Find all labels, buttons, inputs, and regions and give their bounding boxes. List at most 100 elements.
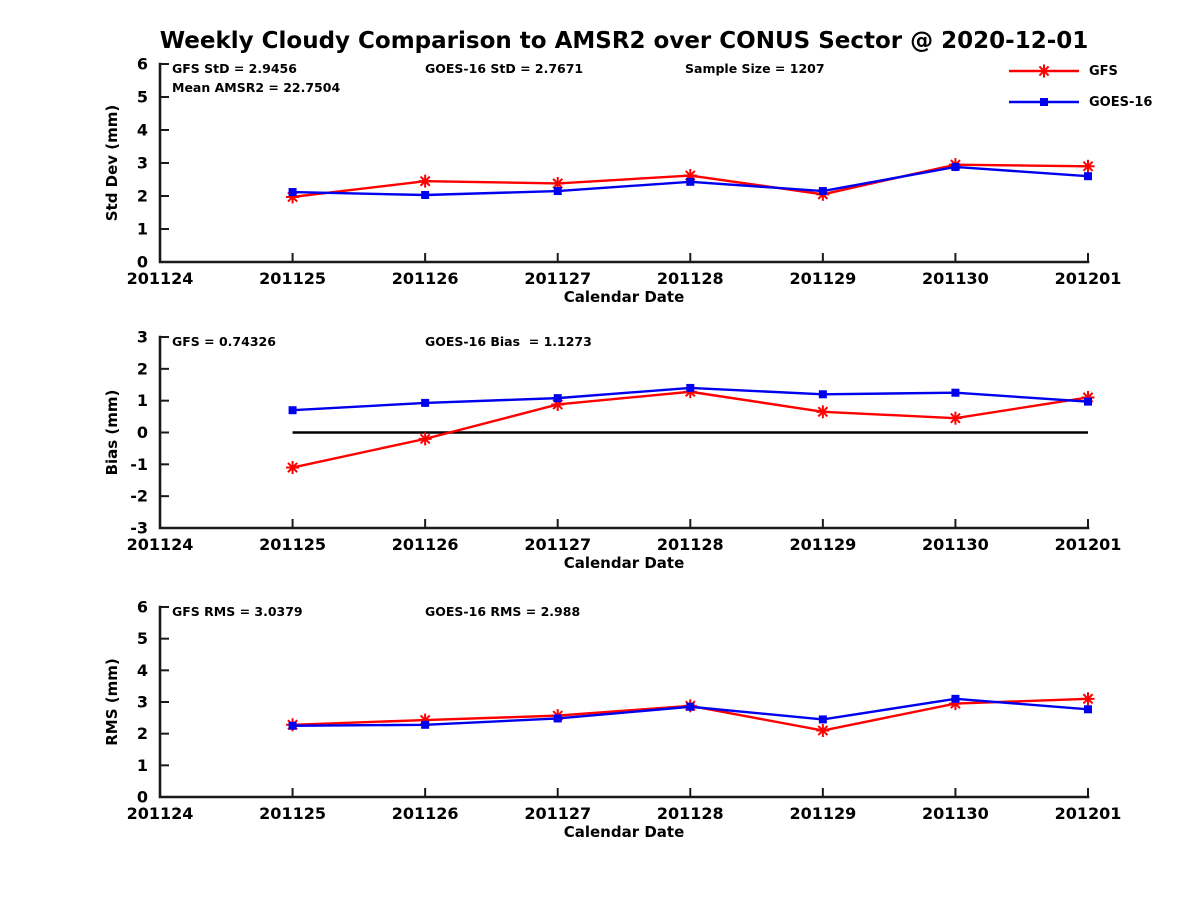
- square-marker-GOES-16: [1040, 98, 1048, 106]
- stat-annotation: Mean AMSR2 = 22.7504: [172, 80, 340, 95]
- x-tick-label: 201125: [259, 269, 326, 288]
- asterisk-marker-GFS: [1081, 692, 1095, 706]
- x-tick-label: 201129: [789, 269, 856, 288]
- x-tick-label: 201125: [259, 804, 326, 823]
- asterisk-marker-GFS: [816, 405, 830, 419]
- x-axis-title: Calendar Date: [564, 288, 685, 306]
- y-tick-label: 5: [137, 629, 148, 648]
- axes-spines: [158, 62, 1090, 264]
- square-marker-GOES-16: [553, 714, 562, 723]
- y-tick-label: -2: [130, 487, 148, 506]
- axes-spines: [158, 335, 1090, 530]
- x-tick-label: 201127: [524, 269, 591, 288]
- legend-label-goes16: GOES-16: [1089, 94, 1153, 110]
- y-tick-label: 1: [137, 220, 148, 239]
- x-tick-label: 201128: [657, 269, 724, 288]
- x-tick-label: 201201: [1055, 535, 1122, 554]
- x-tick-label: 201129: [789, 535, 856, 554]
- y-tick-label: 0: [137, 423, 148, 442]
- y-tick-label: 2: [137, 187, 148, 206]
- y-axis-title: RMS (mm): [103, 658, 121, 745]
- legend-item-gfs: GFS: [1008, 63, 1152, 79]
- x-tick-label: 201130: [922, 804, 989, 823]
- x-tick-label: 201127: [524, 804, 591, 823]
- x-tick-label: 201201: [1055, 269, 1122, 288]
- square-marker-GOES-16: [288, 721, 297, 730]
- asterisk-marker-GFS: [286, 461, 300, 475]
- square-marker-GOES-16: [951, 388, 960, 397]
- asterisk-marker-GFS: [948, 411, 962, 425]
- square-marker-GOES-16: [288, 406, 297, 415]
- stat-annotation: GFS = 0.74326: [172, 334, 276, 349]
- x-tick-label: 201130: [922, 535, 989, 554]
- stat-annotation: GFS RMS = 3.0379: [172, 604, 303, 619]
- x-tick-label: 201127: [524, 535, 591, 554]
- y-tick-label: 5: [137, 88, 148, 107]
- chart-title: Weekly Cloudy Comparison to AMSR2 over C…: [159, 28, 1089, 54]
- chart-bias: -3 -2 -1 0 1 2 3 201124 201125 201126 201127 201128…: [103, 328, 1121, 573]
- asterisk-marker-GFS: [816, 724, 830, 737]
- y-tick-label: 4: [137, 121, 148, 140]
- stat-annotation: GOES-16 RMS = 2.988: [425, 604, 580, 619]
- x-tick-label: 201201: [1055, 804, 1122, 823]
- y-tick-label: 2: [137, 359, 148, 378]
- square-marker-GOES-16: [818, 390, 827, 399]
- x-tick-label: 201129: [789, 804, 856, 823]
- stat-annotation: GOES-16 Bias = 1.1273: [425, 334, 592, 349]
- stat-annotation: GFS StD = 2.9456: [172, 61, 297, 76]
- x-axis-title: Calendar Date: [564, 823, 685, 841]
- x-tick-label: 201124: [127, 804, 194, 823]
- y-tick-label: 6: [137, 55, 148, 74]
- square-marker-GOES-16: [686, 177, 695, 186]
- square-marker-GOES-16: [818, 187, 827, 196]
- y-tick-label: 3: [137, 693, 148, 712]
- y-tick-label: 3: [137, 328, 148, 347]
- y-tick-label: 2: [137, 724, 148, 743]
- asterisk-marker-GFS: [418, 174, 432, 188]
- asterisk-marker-GFS: [1037, 64, 1051, 78]
- square-marker-GOES-16: [421, 720, 430, 729]
- chart-rms: 0 1 2 3 4 5 6 201124 201125 201126 201127 201128 201…: [103, 598, 1121, 842]
- y-axis-title: Bias (mm): [103, 390, 121, 476]
- square-marker-GOES-16: [1084, 172, 1092, 181]
- x-tick-label: 201124: [127, 269, 194, 288]
- asterisk-marker-GFS: [418, 432, 432, 446]
- square-marker-GOES-16: [1084, 397, 1092, 406]
- square-marker-GOES-16: [421, 191, 430, 200]
- square-marker-GOES-16: [553, 394, 562, 403]
- axes-spines: [158, 605, 1090, 799]
- x-tick-label: 201128: [657, 535, 724, 554]
- x-tick-label: 201126: [392, 535, 459, 554]
- x-tick-label: 201126: [392, 804, 459, 823]
- goes16-line-square-swatch-icon: [1009, 98, 1079, 106]
- y-tick-label: 4: [137, 661, 148, 680]
- legend-label-gfs: GFS: [1089, 63, 1118, 79]
- asterisk-marker-GFS: [1081, 159, 1095, 173]
- square-marker-GOES-16: [818, 715, 827, 724]
- legend-item-goes16: GOES-16: [1008, 94, 1152, 110]
- y-tick-label: 3: [137, 154, 148, 173]
- x-tick-label: 201126: [392, 269, 459, 288]
- y-axis-title: Std Dev (mm): [103, 105, 121, 222]
- x-tick-label: 201125: [259, 535, 326, 554]
- x-tick-label: 201124: [127, 535, 194, 554]
- square-marker-GOES-16: [553, 187, 562, 196]
- y-tick-label: -1: [130, 455, 148, 474]
- x-axis-title: Calendar Date: [564, 554, 685, 572]
- y-tick-label: 0: [137, 253, 148, 272]
- y-tick-label: -3: [130, 519, 148, 538]
- square-marker-GOES-16: [951, 162, 960, 171]
- y-tick-label: 1: [137, 756, 148, 775]
- y-tick-label: 1: [137, 391, 148, 410]
- square-marker-GOES-16: [951, 694, 960, 703]
- square-marker-GOES-16: [421, 398, 430, 407]
- y-tick-label: 6: [137, 598, 148, 617]
- y-tick-label: 0: [137, 788, 148, 807]
- square-marker-GOES-16: [1084, 705, 1092, 714]
- x-tick-label: 201128: [657, 804, 724, 823]
- square-marker-GOES-16: [288, 188, 297, 197]
- legend: GFS GOES-16: [1008, 63, 1152, 110]
- stat-annotation: GOES-16 StD = 2.7671: [425, 61, 583, 76]
